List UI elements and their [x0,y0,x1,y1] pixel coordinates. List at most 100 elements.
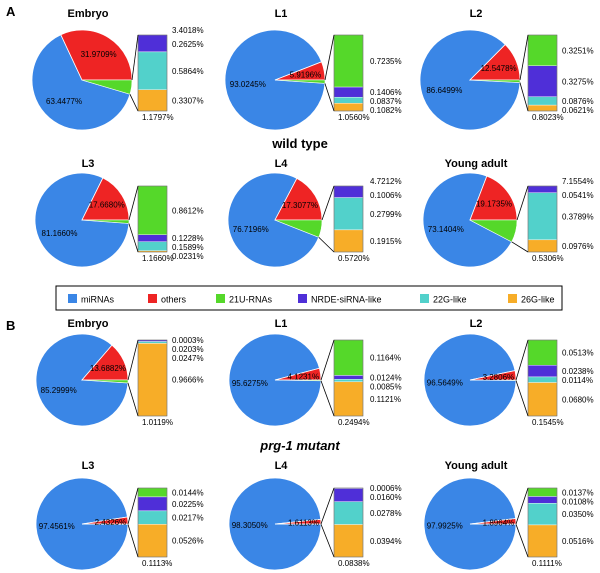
bar-outline [333,487,364,558]
panel-a-section-title: wild type [271,136,328,151]
connector-top [131,34,139,81]
pie-label-others: 5.9196% [290,70,322,79]
bar-segment-nrde [527,65,558,98]
chart-a-l3: L3 81.1660% 17.6680% 0.8612% 0.1228%0.1589%0… [34,158,204,268]
total-label: 0.5720% [338,254,370,263]
connector-bottom [127,382,139,417]
bar-outline [137,487,168,558]
pie-label-others: 3.2806% [483,373,515,382]
connector-top [127,487,139,525]
legend-swatch-nrde [298,294,307,303]
pie-label-mirnas: 96.5649% [427,378,463,387]
value-label: 0.0225% [172,500,204,509]
value-label: 0.0114% [562,376,593,385]
pie-label-others: 4.1231% [287,372,319,381]
chart-b-l3: L3 97.4561% 2.4326% 0.0144% 0.0225% 0.0217% 0.… [35,460,204,571]
value-label: 0.1164% [370,354,401,363]
value-label: 0.0085% [370,382,402,391]
value-label: 0.1121% [370,395,401,404]
chart-title: L2 [470,8,483,20]
chart-a-l4: L4 76.7196% 17.3077% 4.7212% 0.1006% 0.2799% 0… [227,158,402,268]
value-label: 0.0680% [562,395,594,404]
chart-a-l2: L286.6499%12.5478%0.3251%0.3275%0.0876%0… [419,8,594,131]
pie-slice-mirnas [422,172,513,268]
pie-label-mirnas: 81.1660% [42,229,78,238]
pie-label-mirnas: 73.1404% [428,225,464,234]
bar-segment-u21 [137,487,168,498]
pie-label-mirnas: 95.6275% [232,379,268,388]
chart-title: Young adult [445,460,508,472]
legend-swatch-others [148,294,157,303]
bar-segment-u21 [527,34,558,66]
bar-segment-nrde [137,234,168,242]
connector-top [127,339,139,381]
bar-segment-nrde [137,339,168,342]
value-label: 0.0621% [562,106,594,115]
chart-b-young-adult: Young adult 97.9925% 1.8964% 0.0137%0.0108%… [423,460,594,571]
value-label: 0.0837% [370,97,402,106]
connector-bottom [515,524,529,558]
connector-top [515,339,529,381]
connector-bottom [318,236,335,253]
bar-segment-nrde [527,185,558,193]
bar-outline [333,185,364,253]
bar-segment-g26 [527,524,558,558]
connector-top [516,185,529,221]
bar-segment-g22 [333,197,364,231]
pie-slice-small-classes [81,219,130,224]
total-label: 0.8023% [532,113,564,122]
total-label: 1.0119% [142,418,173,427]
bar-segment-nrde [527,496,558,504]
value-label: 0.0238% [562,367,594,376]
value-label: 0.0006% [370,484,402,493]
total-label: 0.1111% [532,559,562,568]
value-label: 4.7212% [370,177,402,186]
total-label: 0.5306% [532,254,564,263]
value-label: 0.1082% [370,106,402,115]
value-label: 0.0144% [172,488,204,497]
bar-segment-g26 [527,382,558,417]
value-label: 0.3275% [562,77,594,86]
pie-label-others: 2.4326% [95,518,127,527]
bar-segment-g22 [137,510,168,525]
total-label: 0.1113% [142,559,172,568]
connector-top [324,34,335,81]
pie-slice-mirnas [228,333,322,427]
value-label: 0.1406% [370,88,402,97]
bar-segment-g22 [137,51,168,90]
pie-label-mirnas: 98.3050% [232,521,268,530]
pie-slice-others [81,177,130,221]
chart-title: L4 [275,460,289,472]
value-label: 0.0541% [562,191,594,200]
pie-slice-mirnas [227,172,320,268]
pie-label-others: 1.8964% [483,518,515,527]
bar-outline [333,34,364,112]
connector-bottom [511,241,529,253]
bar-segment-g26 [527,104,558,112]
connector-top [515,487,529,525]
connector-bottom [320,380,335,417]
legend-label-u21: 21U-RNAs [229,295,273,305]
chart-b-l1: L1 95.6275% 4.1231% 0.1164% 0.0124%0.0085% 0.… [228,318,402,427]
bar-segment-u21 [333,34,364,88]
bar-segment-g22 [527,192,558,241]
bar-segment-u21 [333,339,364,376]
legend-swatch-u21 [216,294,225,303]
value-label: 0.0350% [562,510,594,519]
panel-b-letter: B [6,318,15,333]
value-label: 0.5864% [172,67,204,76]
legend-label-g22: 22G-like [433,295,467,305]
value-label: 3.4018% [172,26,204,35]
legend-label-others: others [161,295,187,305]
connector-bottom [127,524,139,558]
legend-label-nrde: NRDE-siRNA-like [311,295,382,305]
value-label: 0.0217% [172,514,204,523]
bar-outline [137,339,168,417]
connector-top [519,34,529,81]
total-label: 1.1660% [142,254,174,263]
value-label: 0.1228% [172,234,204,243]
bar-segment-g22 [527,96,558,106]
bar-segment-g22 [527,503,558,526]
bar-segment-g26 [333,381,364,417]
